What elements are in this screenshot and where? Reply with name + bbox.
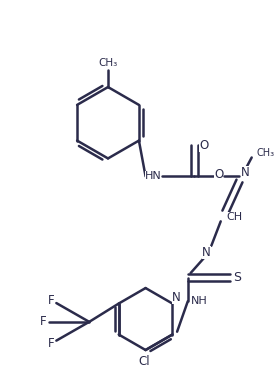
Text: N: N xyxy=(202,246,211,259)
Text: N: N xyxy=(172,291,181,305)
Text: F: F xyxy=(47,294,54,307)
Text: O: O xyxy=(214,168,224,181)
Text: Cl: Cl xyxy=(138,355,150,368)
Text: NH: NH xyxy=(191,296,207,306)
Text: O: O xyxy=(199,139,209,152)
Text: N: N xyxy=(241,166,250,179)
Text: F: F xyxy=(47,337,54,350)
Text: CH₃: CH₃ xyxy=(256,148,274,158)
Text: F: F xyxy=(40,315,47,328)
Text: CH: CH xyxy=(227,212,243,221)
Text: S: S xyxy=(234,271,242,284)
Text: CH₃: CH₃ xyxy=(98,58,118,68)
Text: HN: HN xyxy=(145,171,161,181)
